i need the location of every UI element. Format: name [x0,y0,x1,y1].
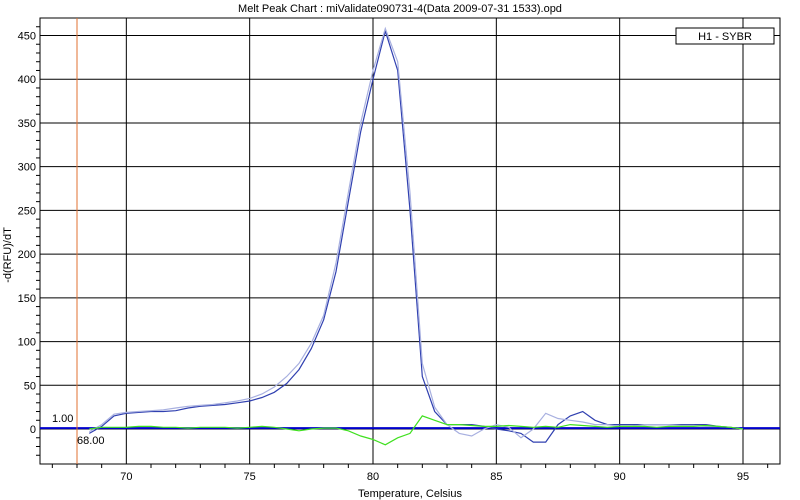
x-tick-label: 85 [490,471,502,483]
plot-area [39,17,781,465]
y-tick-label: 450 [18,30,36,42]
y-tick-label: 350 [18,118,36,130]
y-tick-label: 100 [18,337,36,349]
y-tick-label: 50 [24,380,36,392]
y-tick-label: 300 [18,162,36,174]
y-tick-label: 400 [18,74,36,86]
legend: H1 - SYBR [675,27,775,45]
legend-box [675,27,775,45]
x-axis-label: Temperature, Celsius [358,488,462,500]
start-temperature-label: 68.00 [77,435,105,447]
x-tick-label: 75 [244,471,256,483]
x-tick-label: 70 [120,471,132,483]
series-line-3 [89,415,744,446]
axis-ticks: 70 75 80 85 90 95 0 50 100 150 200 250 300 350 400 450 [18,26,769,483]
chart-title: Melt Peak Chart : miValidate090731-4(Dat… [238,3,562,15]
x-tick-label: 95 [737,471,749,483]
y-tick-label: 0 [30,424,36,436]
series-lines [89,26,744,446]
markers: 1.00 68.00 [40,18,780,464]
grid-lines [40,18,780,464]
y-tick-label: 200 [18,249,36,261]
x-tick-label: 80 [367,471,379,483]
y-tick-label: 150 [18,293,36,305]
y-tick-label: 250 [18,205,36,217]
x-tick-label: 90 [614,471,626,483]
threshold-label: 1.00 [52,413,73,425]
y-axis-label: -d(RFU)/dT [2,227,14,283]
legend-label: H1 - SYBR [698,31,752,43]
series-line-1 [89,28,744,443]
